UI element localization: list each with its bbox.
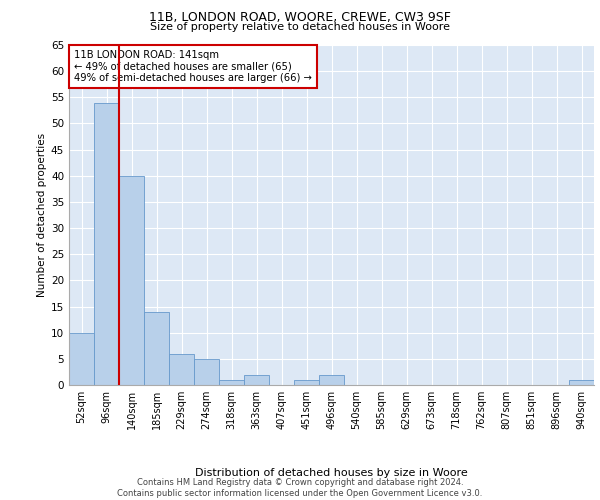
Bar [69,332,94,385]
Text: Size of property relative to detached houses in Woore: Size of property relative to detached ho… [150,22,450,32]
Bar [119,176,144,385]
Bar [194,359,219,385]
Bar [319,374,344,385]
X-axis label: Distribution of detached houses by size in Woore: Distribution of detached houses by size … [195,468,468,478]
Bar [144,312,169,385]
Bar [244,374,269,385]
Bar [169,354,194,385]
Text: 11B LONDON ROAD: 141sqm
← 49% of detached houses are smaller (65)
49% of semi-de: 11B LONDON ROAD: 141sqm ← 49% of detache… [74,50,312,84]
Bar [569,380,594,385]
Y-axis label: Number of detached properties: Number of detached properties [37,133,47,297]
Text: 11B, LONDON ROAD, WOORE, CREWE, CW3 9SF: 11B, LONDON ROAD, WOORE, CREWE, CW3 9SF [149,11,451,24]
Bar [94,102,119,385]
Bar [219,380,244,385]
Text: Contains HM Land Registry data © Crown copyright and database right 2024.
Contai: Contains HM Land Registry data © Crown c… [118,478,482,498]
Bar [294,380,319,385]
